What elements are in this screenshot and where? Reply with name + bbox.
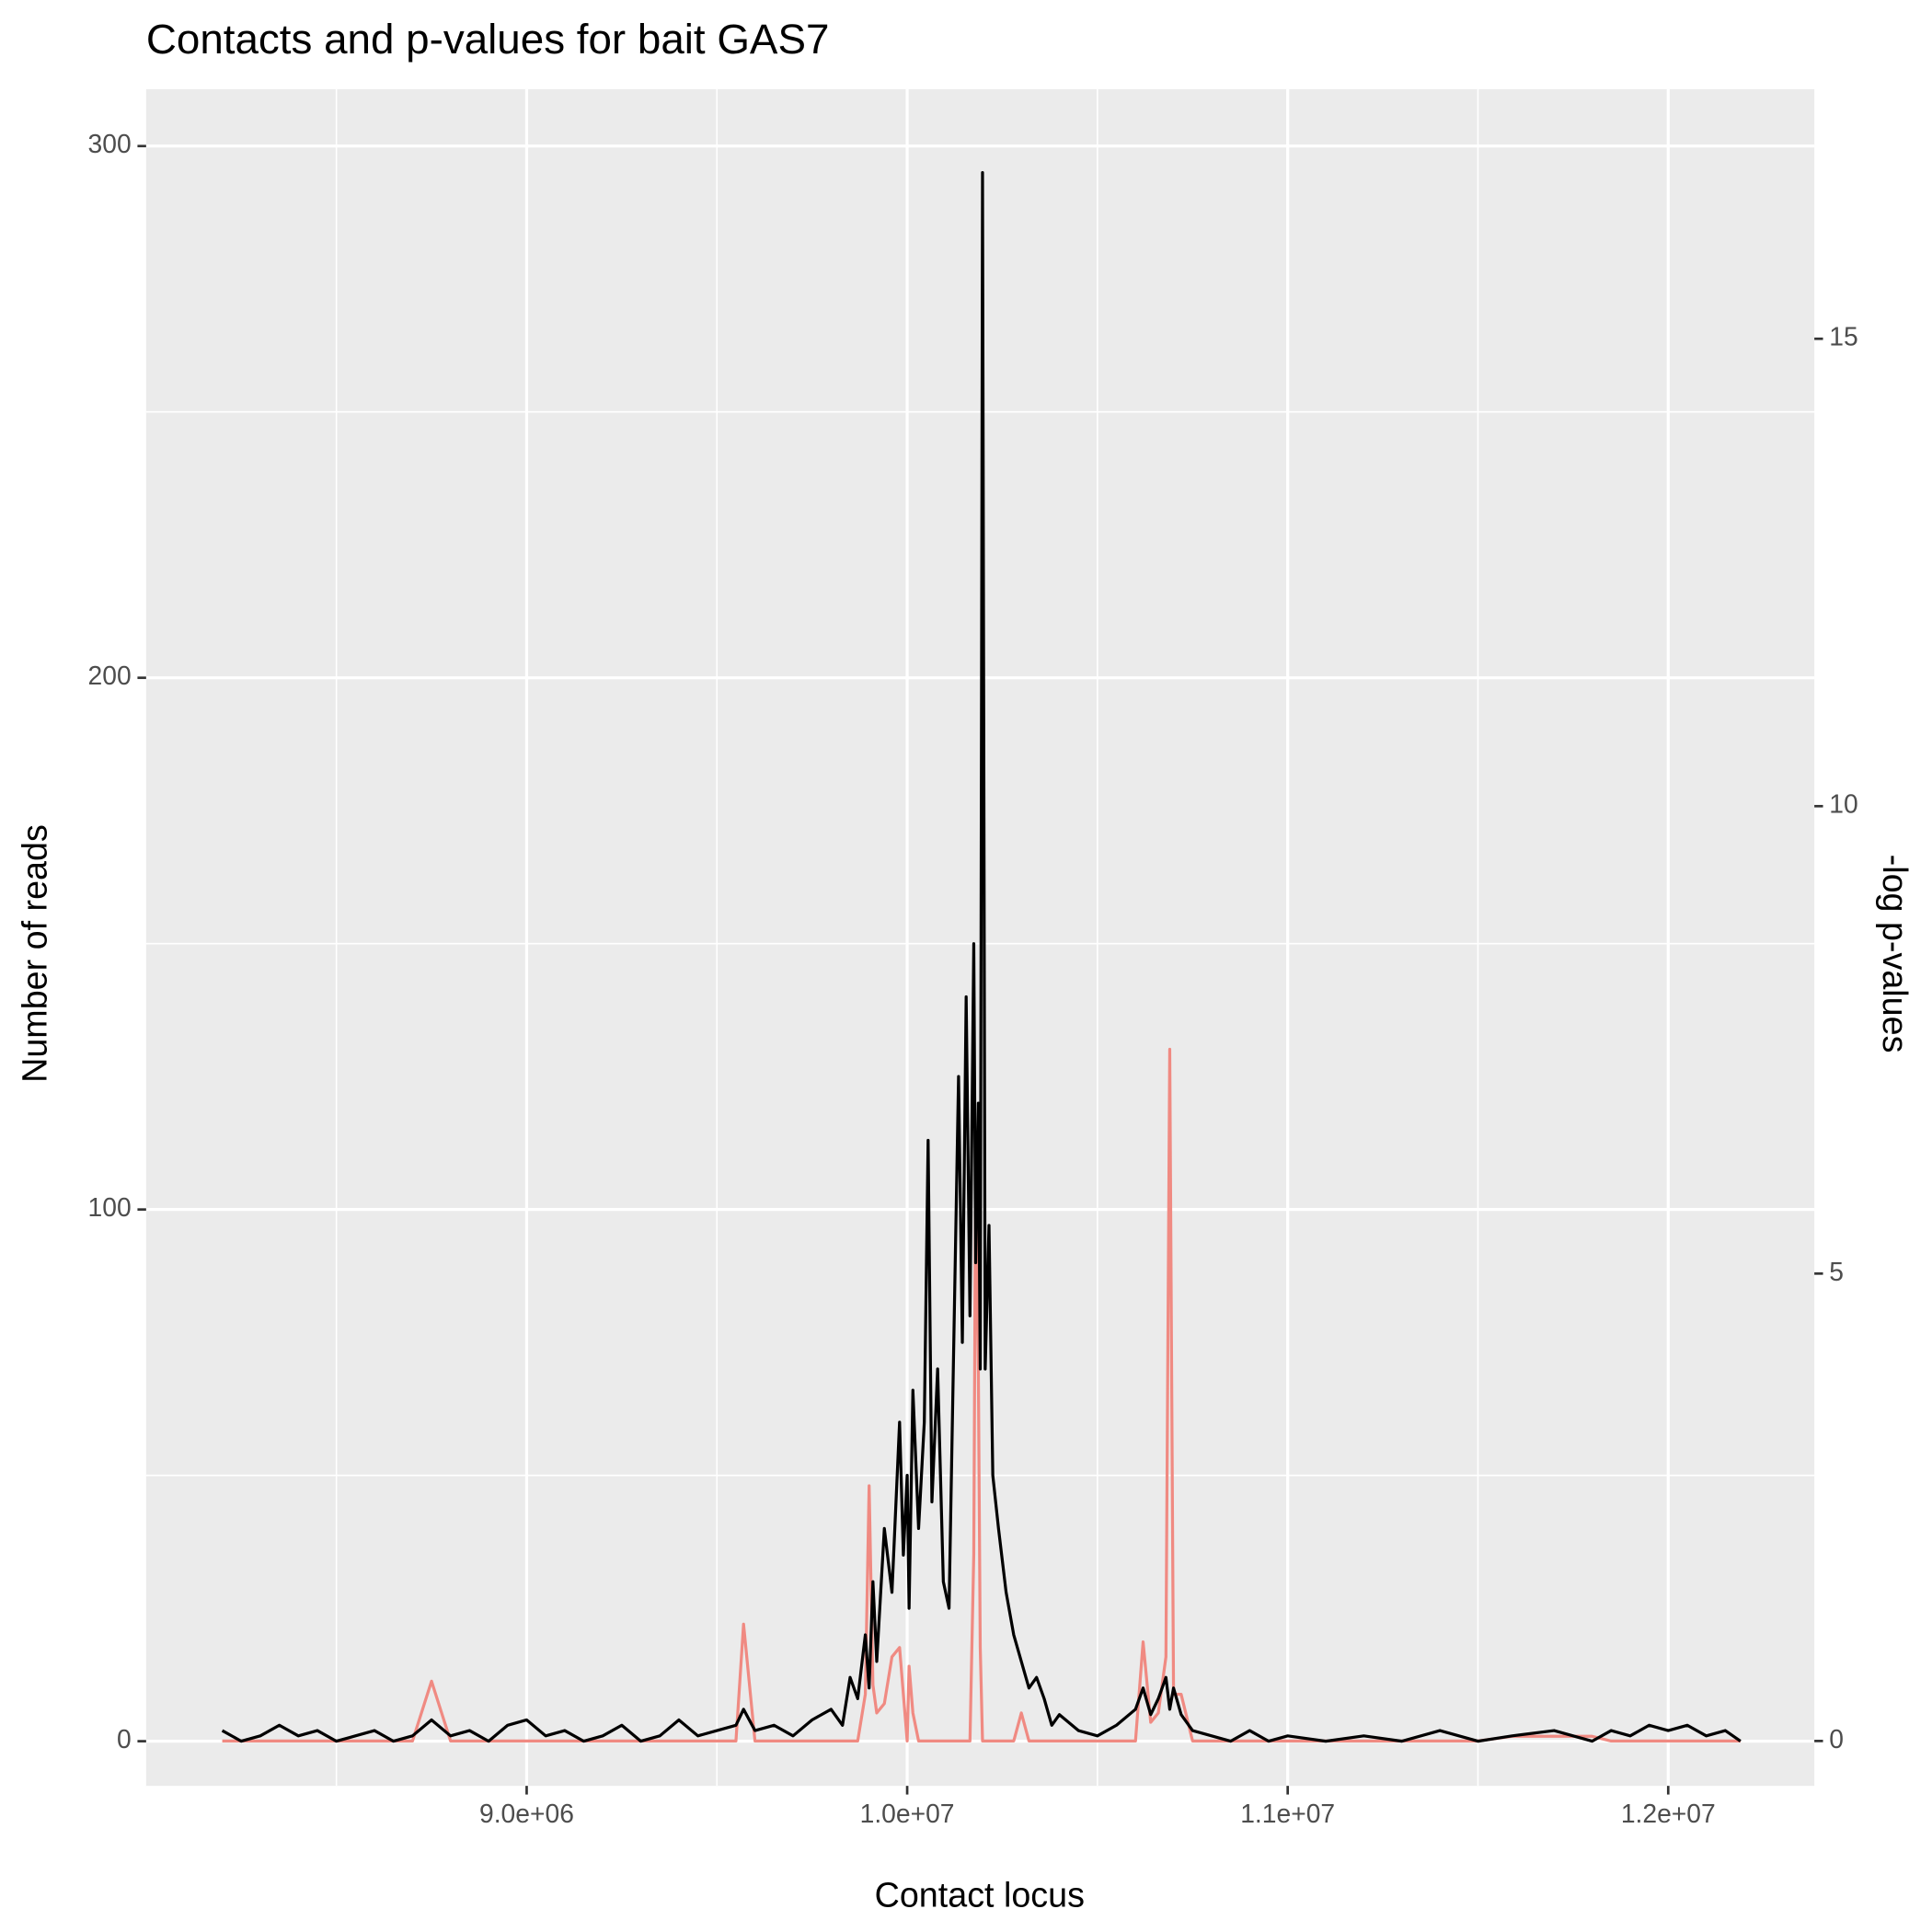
y2-tick-label: 0: [1829, 1724, 1844, 1754]
y2-tick-label: 10: [1829, 789, 1857, 819]
x-axis-title: Contact locus: [875, 1875, 1085, 1914]
y-tick-label: 300: [88, 129, 132, 158]
axes: 9.0e+06 1.0e+07 1.1e+07 1.2e+07 0 100 200 300 0 5…: [88, 129, 1858, 1828]
x-tick-label: 1.0e+07: [860, 1799, 955, 1828]
lines: [221, 171, 1742, 1743]
y-axis-title: Number of reads: [15, 824, 53, 1083]
x-tick-label: 9.0e+06: [479, 1799, 574, 1828]
x-tick-label: 1.2e+07: [1621, 1799, 1716, 1828]
series-line: [221, 171, 1742, 1743]
y-tick-label: 200: [88, 661, 132, 690]
y-tick-label: 100: [88, 1192, 132, 1222]
y2-axis-title: -log p-values: [1876, 855, 1915, 1053]
x-tick-label: 1.1e+07: [1240, 1799, 1335, 1828]
series-line: [222, 1047, 1741, 1742]
y-tick-label: 0: [117, 1724, 132, 1754]
y2-tick-label: 5: [1829, 1257, 1844, 1286]
chart-title: Contacts and p-values for bait GAS7: [146, 16, 830, 63]
y2-tick-label: 15: [1829, 322, 1857, 351]
